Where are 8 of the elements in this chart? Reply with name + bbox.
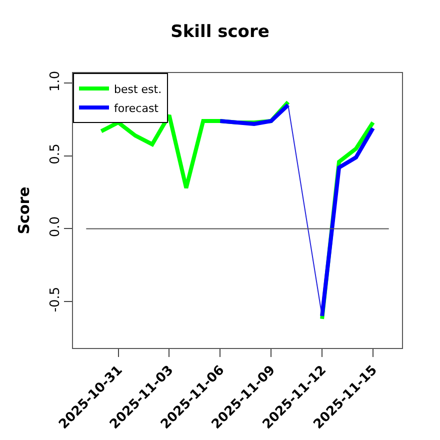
y-tick-label: -0.5 [48,286,63,312]
legend-label: best est. [114,82,162,96]
y-tick-label: 1.0 [48,70,63,92]
y-tick-label: 0.5 [48,144,63,164]
y-tick-label: 0.0 [48,216,63,238]
y-axis-title: Score [15,186,34,234]
legend-label: forecast [114,102,160,115]
chart-title: Skill score [170,22,270,42]
